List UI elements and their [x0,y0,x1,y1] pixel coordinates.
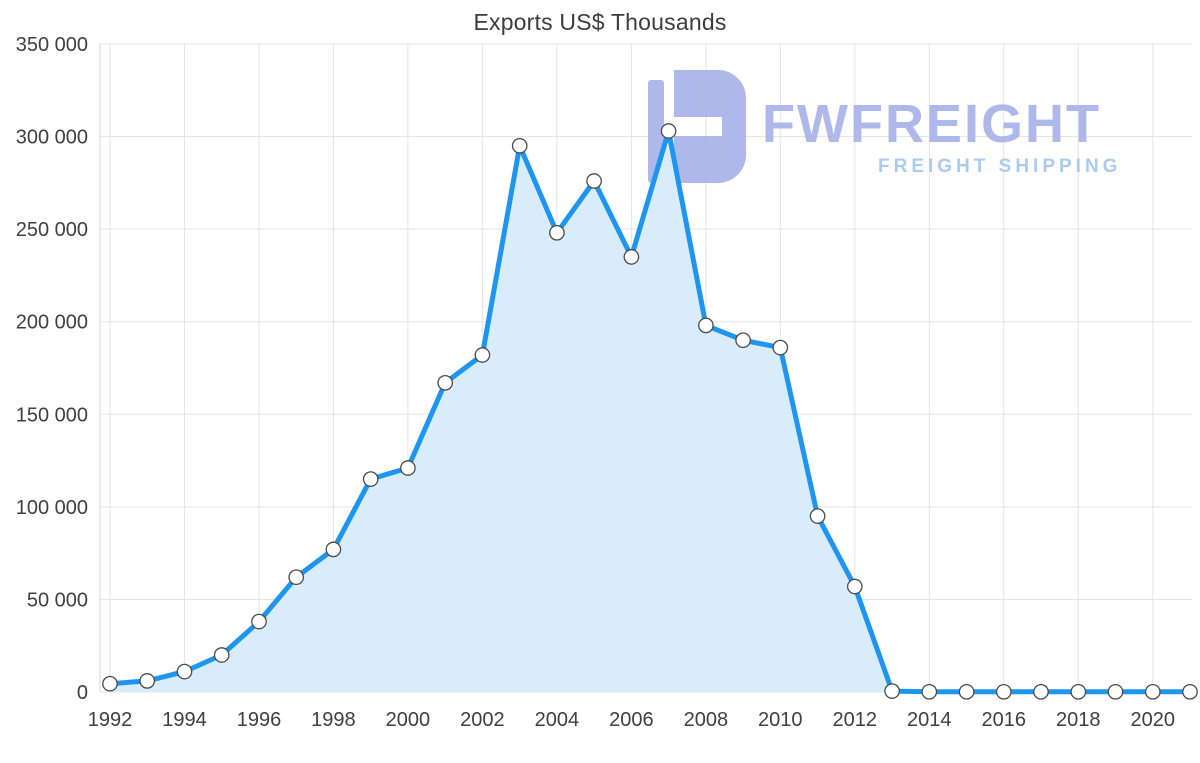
x-tick-label: 2016 [982,709,1027,731]
y-tick-label: 50 000 [27,589,88,611]
data-point-marker [772,339,789,356]
data-point-marker [437,374,454,391]
series-area-fill [110,131,1190,692]
data-point-marker [586,173,602,189]
data-point-marker [511,137,528,154]
y-tick-label: 350 000 [16,34,88,56]
x-tick-label: 1998 [311,709,356,731]
data-point-marker [698,317,714,334]
data-point-marker [362,471,379,487]
data-point-marker [995,683,1012,700]
y-tick-label: 250 000 [16,219,88,241]
data-point-marker [102,675,118,692]
data-point-marker [1070,683,1087,700]
y-tick-label: 100 000 [16,497,88,519]
y-tick-label: 300 000 [16,127,88,149]
x-tick-label: 2020 [1131,709,1176,731]
x-tick-label: 2010 [758,709,803,731]
y-tick-label: 200 000 [16,312,88,334]
x-tick-label: 2018 [1056,709,1101,731]
data-point-marker [139,673,156,689]
data-point-marker [213,647,230,663]
series-layer [102,123,1198,700]
y-tick-label: 150 000 [16,404,88,426]
data-point-marker [623,249,640,265]
data-point-marker [288,569,305,586]
data-point-marker [921,683,938,700]
x-tick-label: 1992 [88,709,133,731]
data-point-marker [400,460,416,476]
x-tick-label: 1996 [237,709,282,731]
brand-name: FWFREIGHT [762,94,1101,154]
data-point-marker [549,224,565,241]
data-point-marker [1033,683,1049,700]
data-point-marker [176,663,193,680]
data-point-marker [474,347,491,363]
logo-glyph-shape [674,70,746,183]
brand-watermark: FWFREIGHT FREIGHT SHIPPING [648,70,1121,183]
x-tick-label: 2006 [609,709,654,731]
data-point-marker [251,613,267,630]
data-point-marker [325,541,342,558]
y-tick-label: 0 [77,682,88,704]
data-point-marker [1182,683,1198,700]
x-tick-label: 1994 [162,709,207,731]
data-point-marker [846,578,863,595]
data-point-marker [735,332,751,349]
data-point-marker [958,683,975,700]
x-tick-label: 2000 [386,709,431,731]
data-point-marker [809,508,826,524]
axis-labels-layer: 0 50 000 100 000 150 000 200 000 250 000 300 0… [16,34,1175,731]
x-tick-label: 2014 [907,709,952,731]
data-point-marker [1107,683,1124,700]
brand-tagline: FREIGHT SHIPPING [878,156,1121,177]
data-point-marker [884,683,900,699]
chart-title: Exports US$ Thousands [473,9,727,35]
x-tick-label: 2004 [535,709,580,731]
x-tick-label: 2002 [460,709,505,731]
x-tick-label: 2012 [833,709,878,731]
data-point-marker [660,123,677,139]
data-point-marker [1144,683,1161,700]
x-tick-label: 2008 [684,709,729,731]
